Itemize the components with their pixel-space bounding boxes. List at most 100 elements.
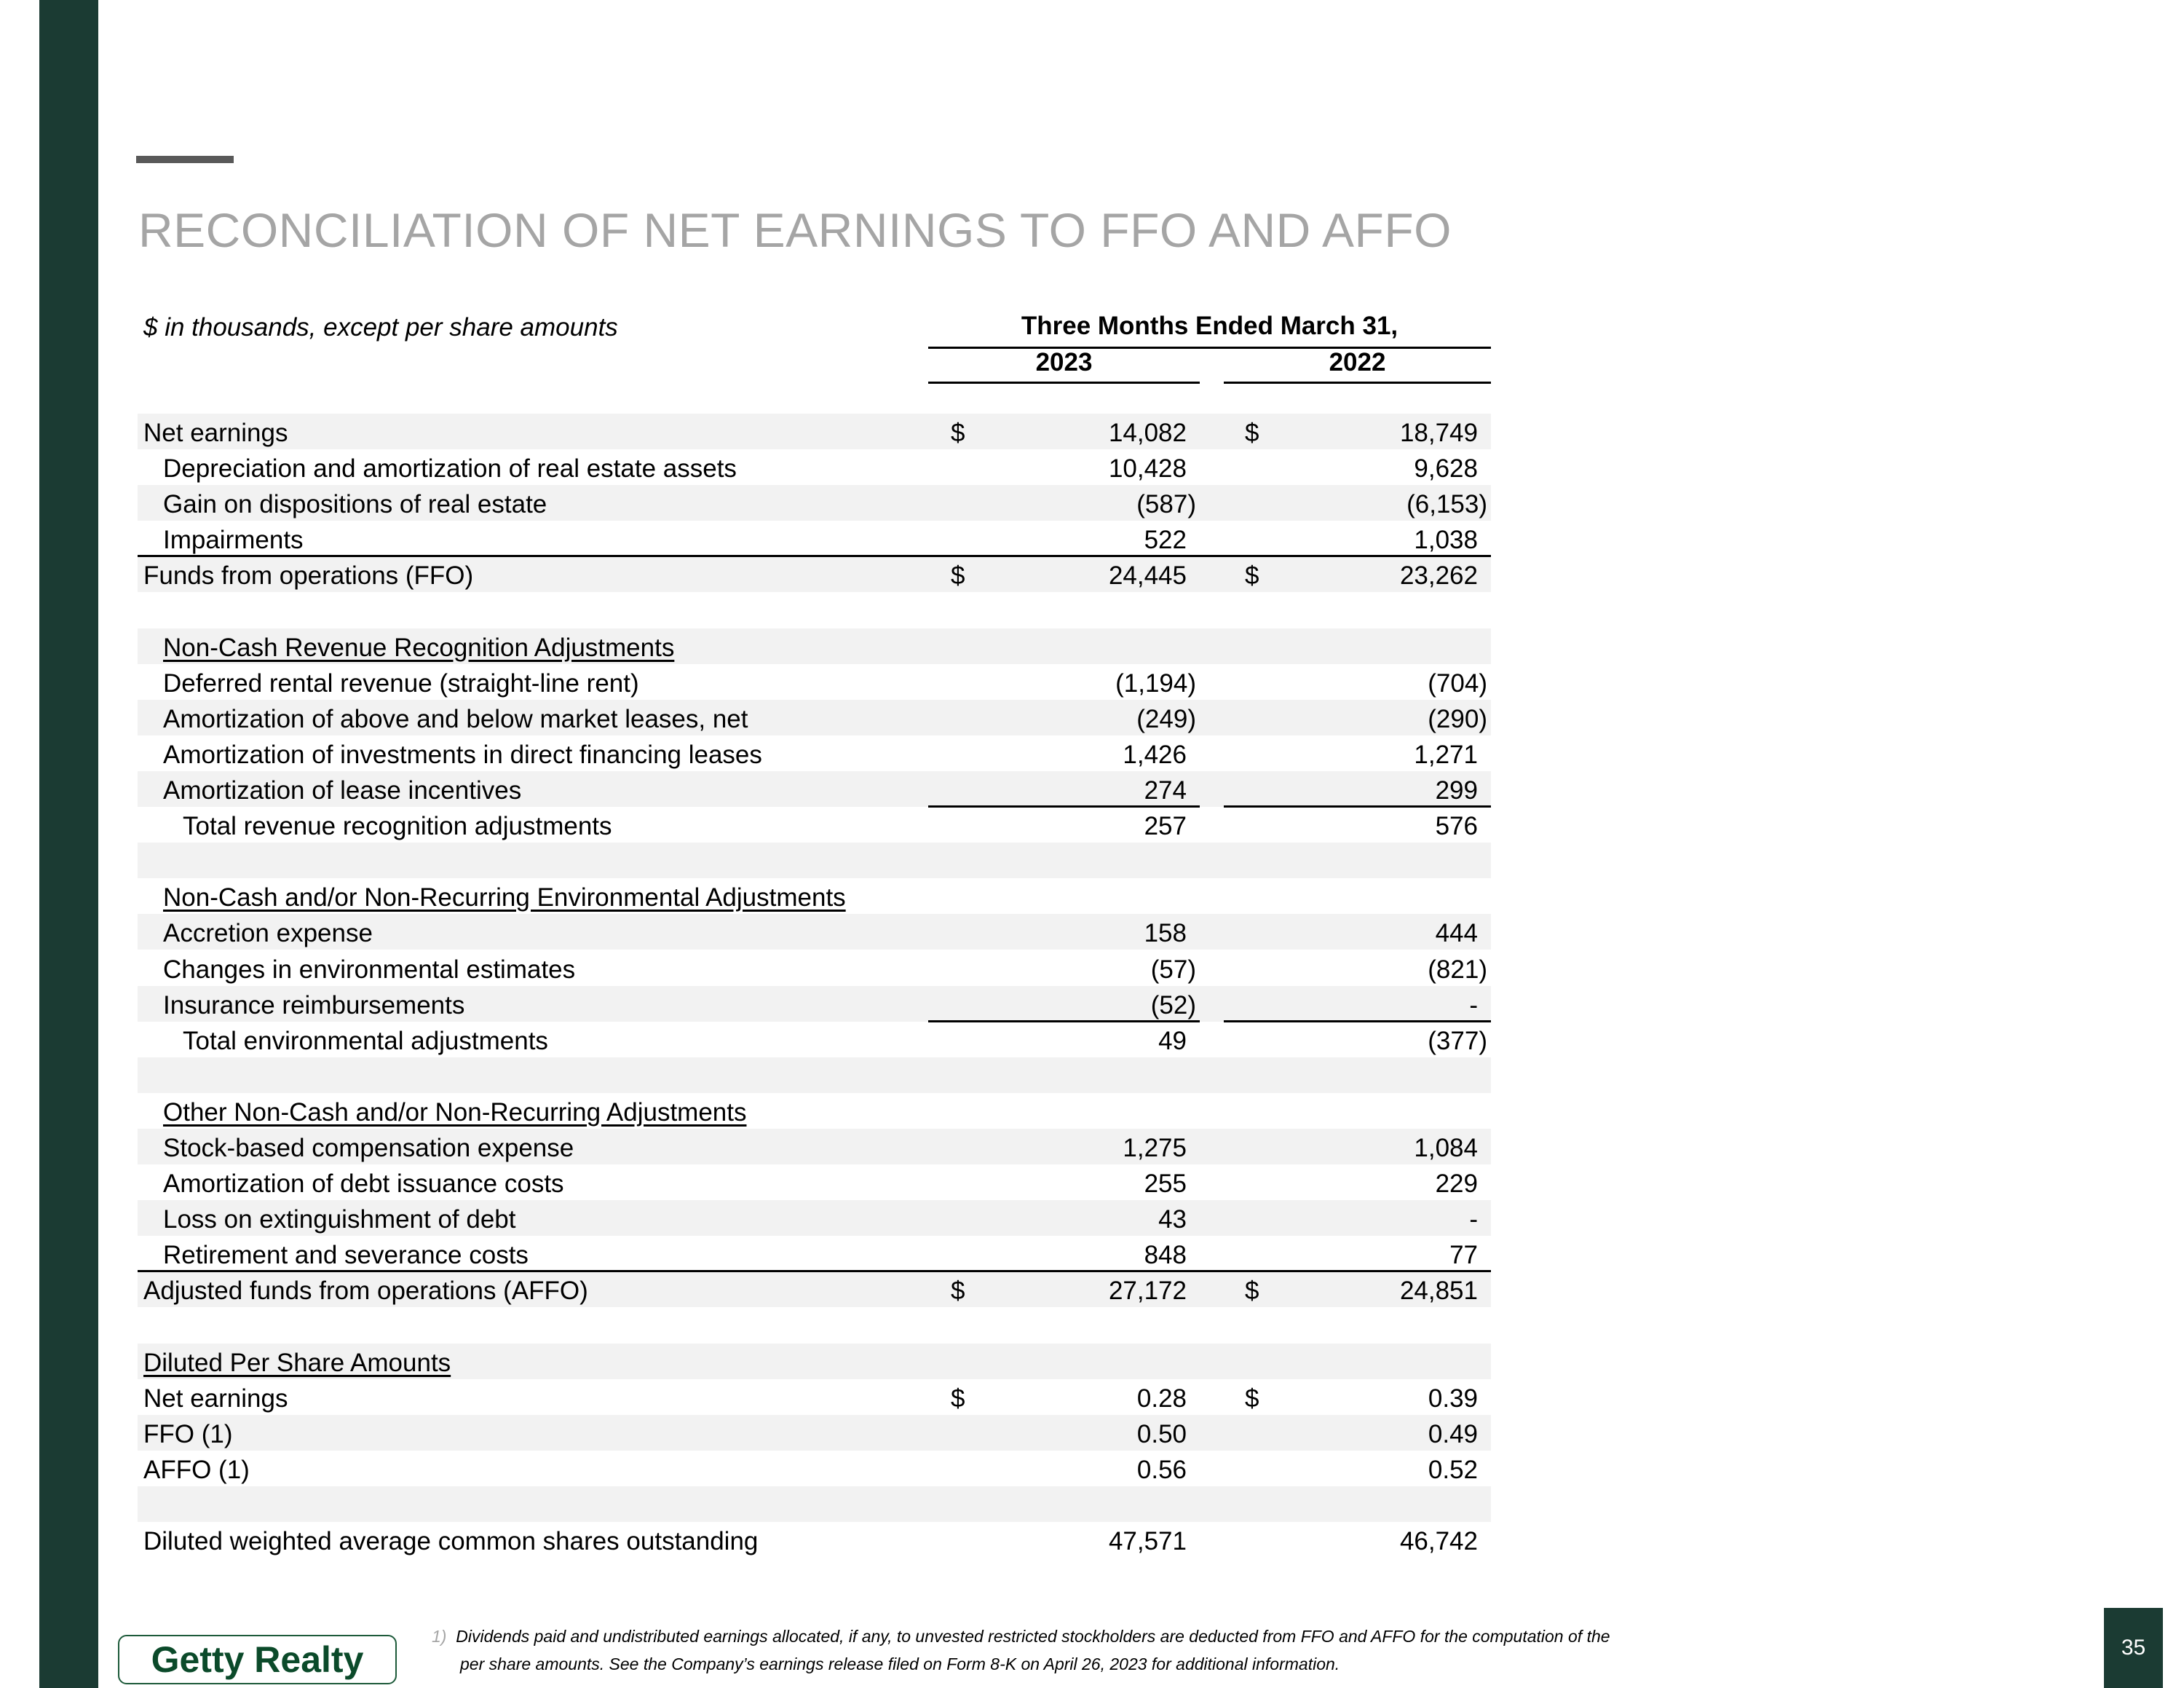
period-header: Three Months Ended March 31, xyxy=(1021,312,1398,340)
value-2023: (587) xyxy=(1136,490,1196,519)
table-row: Total revenue recognition adjustments 257… xyxy=(138,805,1491,843)
table-row: Amortization of debt issuance costs 255 22… xyxy=(138,1164,1491,1200)
value-2023: 27,172 xyxy=(1108,1277,1187,1306)
table-row: Non-Cash Revenue Recognition Adjustments xyxy=(138,628,1491,664)
table-row: Diluted Per Share Amounts xyxy=(138,1343,1491,1379)
table-row: Gain on dispositions of real estate (587)… xyxy=(138,485,1491,521)
row-label: AFFO (1) xyxy=(143,1455,250,1484)
value-2022: 0.39 xyxy=(1428,1384,1478,1413)
value-2022: 299 xyxy=(1435,776,1478,805)
spacer-row xyxy=(138,843,1491,879)
row-label: Diluted weighted average common shares o… xyxy=(143,1527,759,1556)
value-2023: 43 xyxy=(1158,1205,1187,1234)
table-row: Impairments 522 1,038 xyxy=(138,521,1491,556)
row-label: Adjusted funds from operations (AFFO) xyxy=(143,1277,588,1306)
year-header-2023: 2023 xyxy=(1035,348,1093,376)
value-2023: 257 xyxy=(1144,812,1187,841)
value-2022: (704) xyxy=(1428,669,1487,698)
spacer-row xyxy=(138,1486,1491,1522)
currency-symbol-2022: $ xyxy=(1245,1384,1259,1413)
value-2023: 1,275 xyxy=(1123,1134,1187,1162)
value-2023: (52) xyxy=(1150,990,1196,1019)
subtotal-rule-2022 xyxy=(1224,1019,1491,1022)
footnote-line-1: 1) Dividends paid and undistributed earn… xyxy=(432,1627,1610,1646)
value-2023: 49 xyxy=(1158,1026,1187,1055)
spacer-row xyxy=(138,1057,1491,1093)
row-label: Deferred rental revenue (straight-line r… xyxy=(163,669,639,698)
footnote-text-1: Dividends paid and undistributed earning… xyxy=(456,1627,1610,1646)
subtotal-rule-2022 xyxy=(1224,805,1491,808)
getty-realty-logo: Getty Realty xyxy=(118,1635,397,1684)
value-2022: (6,153) xyxy=(1406,490,1487,519)
value-2023: 0.50 xyxy=(1136,1419,1187,1448)
currency-symbol-2023: $ xyxy=(951,561,965,591)
spacer-row xyxy=(138,593,1491,628)
row-label: Stock-based compensation expense xyxy=(163,1134,574,1162)
table-row: Accretion expense 158 444 xyxy=(138,914,1491,950)
year-rule-2022 xyxy=(1224,382,1491,384)
value-2022: 9,628 xyxy=(1414,454,1478,484)
value-2022: (377) xyxy=(1428,1026,1487,1055)
value-2022: 0.52 xyxy=(1428,1455,1478,1484)
value-2022: 444 xyxy=(1435,919,1478,948)
row-label: Amortization of above and below market l… xyxy=(163,704,748,733)
row-label: Amortization of investments in direct fi… xyxy=(163,740,762,769)
value-2023: 14,082 xyxy=(1108,419,1187,447)
value-2022: 1,038 xyxy=(1414,526,1478,555)
row-label: Funds from operations (FFO) xyxy=(143,561,474,591)
table-row: Net earnings $ $0.28 0.39 xyxy=(138,1379,1491,1415)
subtotal-rule-2023 xyxy=(928,1019,1200,1022)
table-row: Retirement and severance costs 848 77 xyxy=(138,1236,1491,1271)
value-2022: (290) xyxy=(1428,704,1487,733)
value-2023: (249) xyxy=(1136,704,1196,733)
row-label: Non-Cash and/or Non-Recurring Environmen… xyxy=(163,883,846,912)
row-label: Retirement and severance costs xyxy=(163,1241,529,1270)
currency-symbol-2022: $ xyxy=(1245,1277,1259,1306)
row-label: Total revenue recognition adjustments xyxy=(183,812,612,841)
subtotal-rule-2023 xyxy=(928,805,1200,808)
table-row: Insurance reimbursements (52) - xyxy=(138,985,1491,1022)
value-2022: 18,749 xyxy=(1399,419,1478,447)
table-row: Funds from operations (FFO) $ $24,445 23,26… xyxy=(138,555,1491,593)
page-number-box: 35 xyxy=(2104,1608,2163,1688)
value-2023: 848 xyxy=(1144,1241,1187,1270)
title-accent-dash xyxy=(136,156,234,163)
row-label: Insurance reimbursements xyxy=(163,990,465,1019)
table-row: Adjusted funds from operations (AFFO) $ $2… xyxy=(138,1270,1491,1308)
year-rule-2023 xyxy=(928,382,1200,384)
row-label: Amortization of lease incentives xyxy=(163,776,522,805)
row-label: Changes in environmental estimates xyxy=(163,955,576,984)
footnote-marker: 1) xyxy=(432,1627,447,1646)
table-row: Amortization of lease incentives 274 299 xyxy=(138,771,1491,807)
currency-symbol-2022: $ xyxy=(1245,419,1259,447)
table-row: FFO (1) 0.50 0.49 xyxy=(138,1414,1491,1451)
table-row: Amortization of above and below market l… xyxy=(138,699,1491,735)
table-row: Changes in environmental estimates (57) (8… xyxy=(138,950,1491,986)
left-brand-bar xyxy=(39,0,98,1688)
table-row: Non-Cash and/or Non-Recurring Environmen… xyxy=(138,878,1491,914)
total-rule xyxy=(138,1270,1491,1273)
value-2023: 10,428 xyxy=(1108,454,1187,484)
value-2022: 0.49 xyxy=(1428,1419,1478,1448)
value-2022: 229 xyxy=(1435,1170,1478,1199)
table-row: Loss on extinguishment of debt 43 - xyxy=(138,1200,1491,1237)
row-label: Accretion expense xyxy=(163,919,373,948)
value-2023: 158 xyxy=(1144,919,1187,948)
footnote-line-2: per share amounts. See the Company’s ear… xyxy=(460,1655,1340,1673)
table-row: Other Non-Cash and/or Non-Recurring Adju… xyxy=(138,1093,1491,1129)
currency-symbol-2023: $ xyxy=(951,1277,965,1306)
value-2023: (57) xyxy=(1150,955,1196,984)
value-2023: 1,426 xyxy=(1123,740,1187,769)
value-2022: - xyxy=(1469,1205,1478,1234)
value-2022: 77 xyxy=(1449,1241,1478,1270)
value-2022: 1,271 xyxy=(1414,740,1478,769)
value-2023: 0.56 xyxy=(1136,1455,1187,1484)
value-2022: - xyxy=(1469,990,1478,1019)
table-row: Amortization of investments in direct fi… xyxy=(138,735,1491,771)
total-rule xyxy=(138,555,1491,558)
value-2023: 522 xyxy=(1144,526,1187,555)
value-2022: 46,742 xyxy=(1399,1527,1478,1556)
period-header-rule xyxy=(928,347,1491,349)
row-label: Total environmental adjustments xyxy=(183,1026,548,1055)
row-label: Other Non-Cash and/or Non-Recurring Adju… xyxy=(163,1097,747,1127)
